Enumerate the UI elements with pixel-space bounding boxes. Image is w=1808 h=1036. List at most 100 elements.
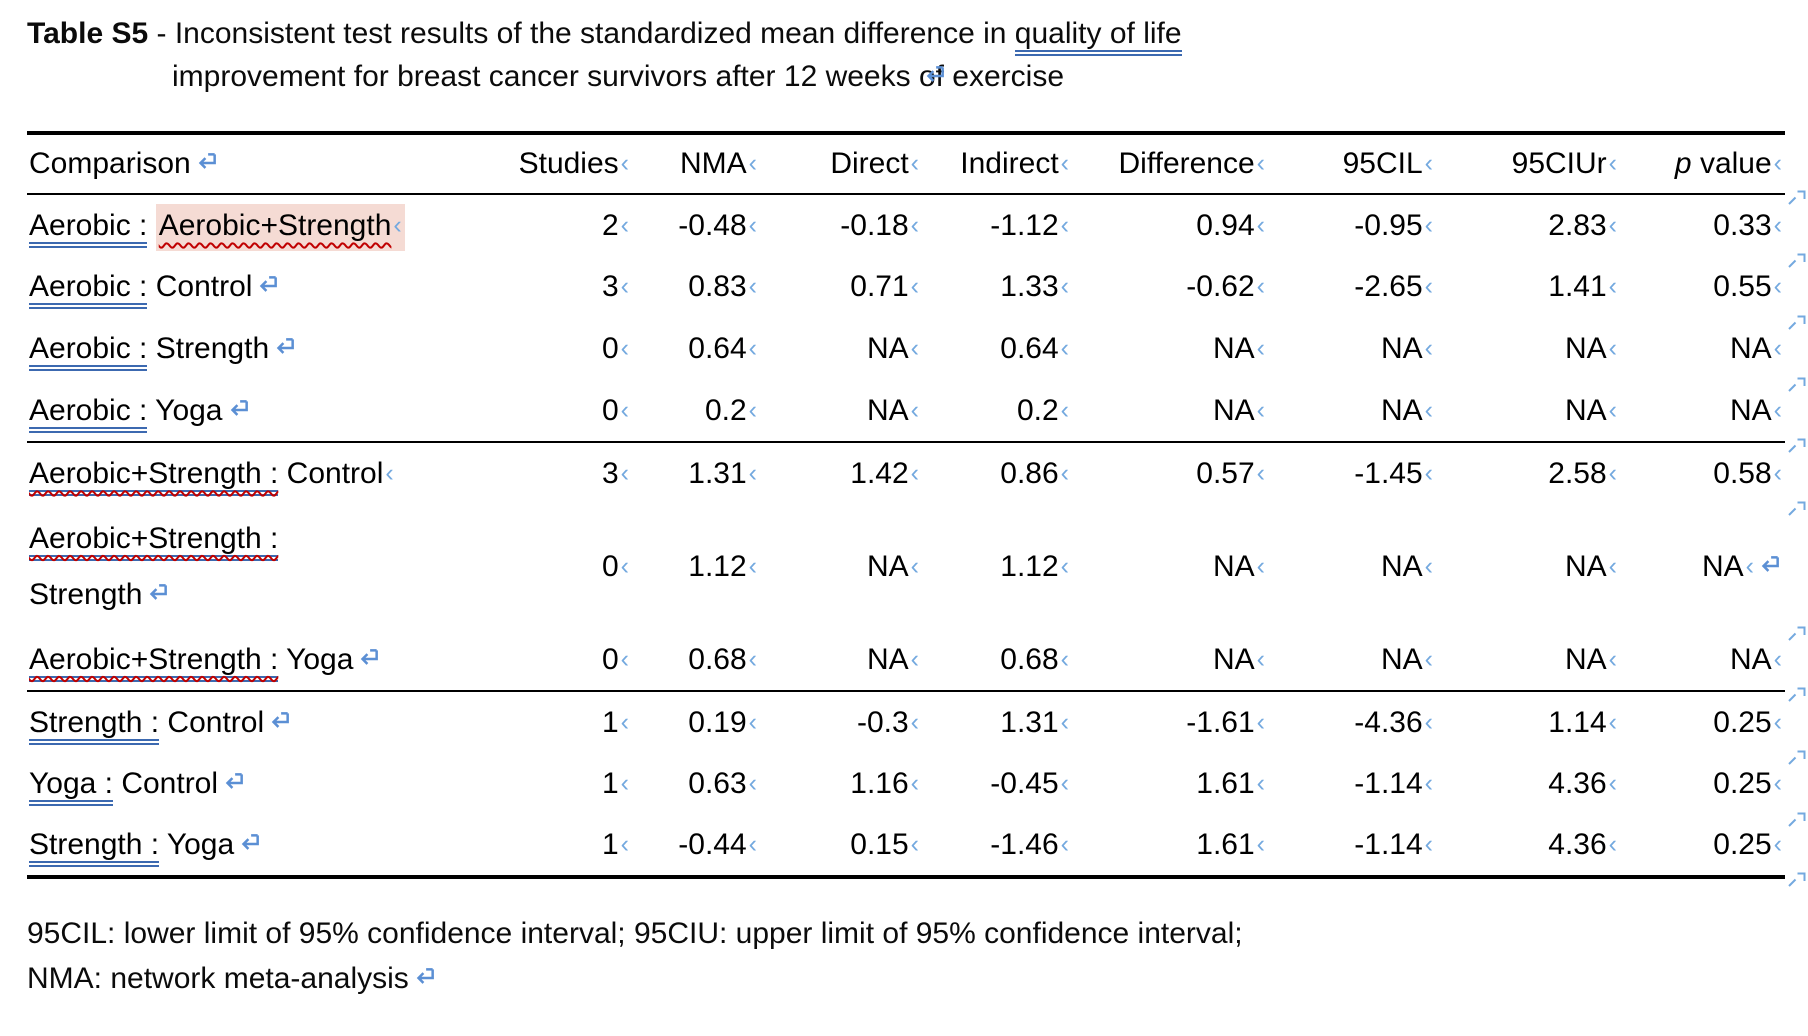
value-cell[interactable]: NA‹ [760,380,922,442]
value-cell[interactable]: -0.48‹ [632,194,760,256]
comparison-cell[interactable]: Aerobic : Control [27,256,490,318]
value-cell[interactable]: 0‹ [490,380,632,442]
column-header-direct[interactable]: Direct‹ [760,133,922,194]
value-cell[interactable]: -0.3‹ [760,691,922,753]
value-cell[interactable]: 0.86‹ [922,442,1072,504]
value-cell[interactable]: 0.2‹ [632,380,760,442]
value-cell[interactable]: 0.2‹ [922,380,1072,442]
value-cell[interactable]: 0.83‹ [632,256,760,318]
value-cell[interactable]: 0‹ [490,629,632,691]
value-cell[interactable]: -1.61‹ [1072,691,1268,753]
abbreviations-note[interactable]: 95CIL: lower limit of 95% confidence int… [27,911,1785,1001]
value-cell[interactable]: 2‹ [490,194,632,256]
value-cell[interactable]: NA‹ [1268,380,1436,442]
value-cell[interactable]: 0.57‹ [1072,442,1268,504]
value-cell[interactable]: 0.25‹ [1620,815,1806,887]
value-cell[interactable]: 1‹ [490,753,632,815]
value-cell[interactable]: NA‹ [1436,318,1620,380]
value-cell[interactable]: NA‹ [760,504,922,629]
value-cell[interactable]: -0.18‹ [760,194,922,256]
value-cell[interactable]: 0.64‹ [922,318,1072,380]
value-cell[interactable]: -0.45‹ [922,753,1072,815]
value-cell[interactable]: NA‹ [760,629,922,691]
value-cell[interactable]: NA‹ [1072,504,1268,629]
value-cell[interactable]: -0.62‹ [1072,256,1268,318]
value-cell[interactable]: 0.33‹ [1620,194,1806,268]
value-cell[interactable]: 0.55‹ [1620,256,1806,330]
value-cell[interactable]: NA‹ [1268,629,1436,691]
comparison-cell[interactable]: Aerobic : Strength [27,318,490,380]
value-cell[interactable]: NA‹ [1072,629,1268,691]
column-header-comparison[interactable]: Comparison [27,133,490,194]
value-cell[interactable]: 3‹ [490,442,632,504]
value-cell[interactable]: NA‹ [1620,318,1806,392]
value-cell[interactable]: 2.83‹ [1436,194,1620,256]
value-cell[interactable]: 4.36‹ [1436,753,1620,815]
value-cell[interactable]: 0‹ [490,504,632,629]
comparison-cell[interactable]: Strength : Control [27,691,490,753]
column-header-nma[interactable]: NMA‹ [632,133,760,194]
value-cell[interactable]: -4.36‹ [1268,691,1436,753]
value-cell[interactable]: NA‹ [1268,318,1436,380]
value-cell[interactable]: 1‹ [490,815,632,877]
value-cell[interactable]: -1.12‹ [922,194,1072,256]
value-cell[interactable]: 4.36‹ [1436,815,1620,877]
value-cell[interactable]: 1.61‹ [1072,815,1268,877]
value-cell[interactable]: 1.42‹ [760,442,922,504]
value-cell[interactable]: NA‹ [1072,380,1268,442]
value-cell[interactable]: 0.25‹ [1620,691,1806,765]
value-cell[interactable]: 0.25‹ [1620,753,1806,827]
value-cell[interactable]: NA‹ [1268,504,1436,629]
table-caption[interactable]: Table S5 - Inconsistent test results of … [27,12,1785,98]
comparison-cell[interactable]: Aerobic+Strength : Control‹ [27,442,490,504]
value-cell[interactable]: 0‹ [490,318,632,380]
value-cell[interactable]: 0.71‹ [760,256,922,318]
value-cell[interactable]: 0.58‹ [1620,442,1806,516]
value-cell[interactable]: 1.31‹ [632,442,760,504]
value-cell[interactable]: NA‹ [1620,629,1806,702]
column-header-95cil[interactable]: 95CIL‹ [1268,133,1436,194]
value-cell[interactable]: NA‹ [1072,318,1268,380]
column-header-indirect[interactable]: Indirect‹ [922,133,1072,194]
value-cell[interactable]: 0.15‹ [760,815,922,877]
value-cell[interactable]: 0.64‹ [632,318,760,380]
value-cell[interactable]: 1.14‹ [1436,691,1620,753]
value-cell[interactable]: -0.95‹ [1268,194,1436,256]
comparison-cell[interactable]: Aerobic : Yoga [27,380,490,442]
value-cell[interactable]: 3‹ [490,256,632,318]
value-cell[interactable]: -2.65‹ [1268,256,1436,318]
value-cell[interactable]: 1.16‹ [760,753,922,815]
value-cell[interactable]: 0.63‹ [632,753,760,815]
value-cell[interactable]: 1.12‹ [922,504,1072,629]
value-cell[interactable]: -0.44‹ [632,815,760,877]
value-cell[interactable]: NA‹ [1436,629,1620,691]
comparison-cell[interactable]: Aerobic : Aerobic+Strength‹ [27,194,490,256]
value-cell[interactable]: 1‹ [490,691,632,753]
value-cell[interactable]: 0.94‹ [1072,194,1268,256]
value-cell[interactable]: NA‹ [1436,504,1620,629]
comparison-cell[interactable]: Strength : Yoga [27,815,490,877]
value-cell[interactable]: NA‹ [1620,504,1806,641]
value-cell[interactable]: 0.19‹ [632,691,760,753]
value-cell[interactable]: 0.68‹ [922,629,1072,691]
column-header-95ciur[interactable]: 95CIUr‹ [1436,133,1620,194]
value-cell[interactable]: -1.45‹ [1268,442,1436,504]
value-cell[interactable]: -1.46‹ [922,815,1072,877]
value-cell[interactable]: -1.14‹ [1268,753,1436,815]
comparison-cell[interactable]: Aerobic+Strength : Strength [27,504,490,629]
column-header-studies[interactable]: Studies‹ [490,133,632,194]
value-cell[interactable]: 2.58‹ [1436,442,1620,504]
comparison-cell[interactable]: Aerobic+Strength : Yoga [27,629,490,691]
comparison-cell[interactable]: Yoga : Control [27,753,490,815]
value-cell[interactable]: NA‹ [760,318,922,380]
value-cell[interactable]: 1.41‹ [1436,256,1620,318]
column-header-p-value[interactable]: p value‹ [1620,133,1806,205]
value-cell[interactable]: NA‹ [1620,380,1806,453]
value-cell[interactable]: 1.31‹ [922,691,1072,753]
value-cell[interactable]: NA‹ [1436,380,1620,442]
column-header-difference[interactable]: Difference‹ [1072,133,1268,194]
value-cell[interactable]: -1.14‹ [1268,815,1436,877]
value-cell[interactable]: 1.61‹ [1072,753,1268,815]
value-cell[interactable]: 1.12‹ [632,504,760,629]
value-cell[interactable]: 1.33‹ [922,256,1072,318]
